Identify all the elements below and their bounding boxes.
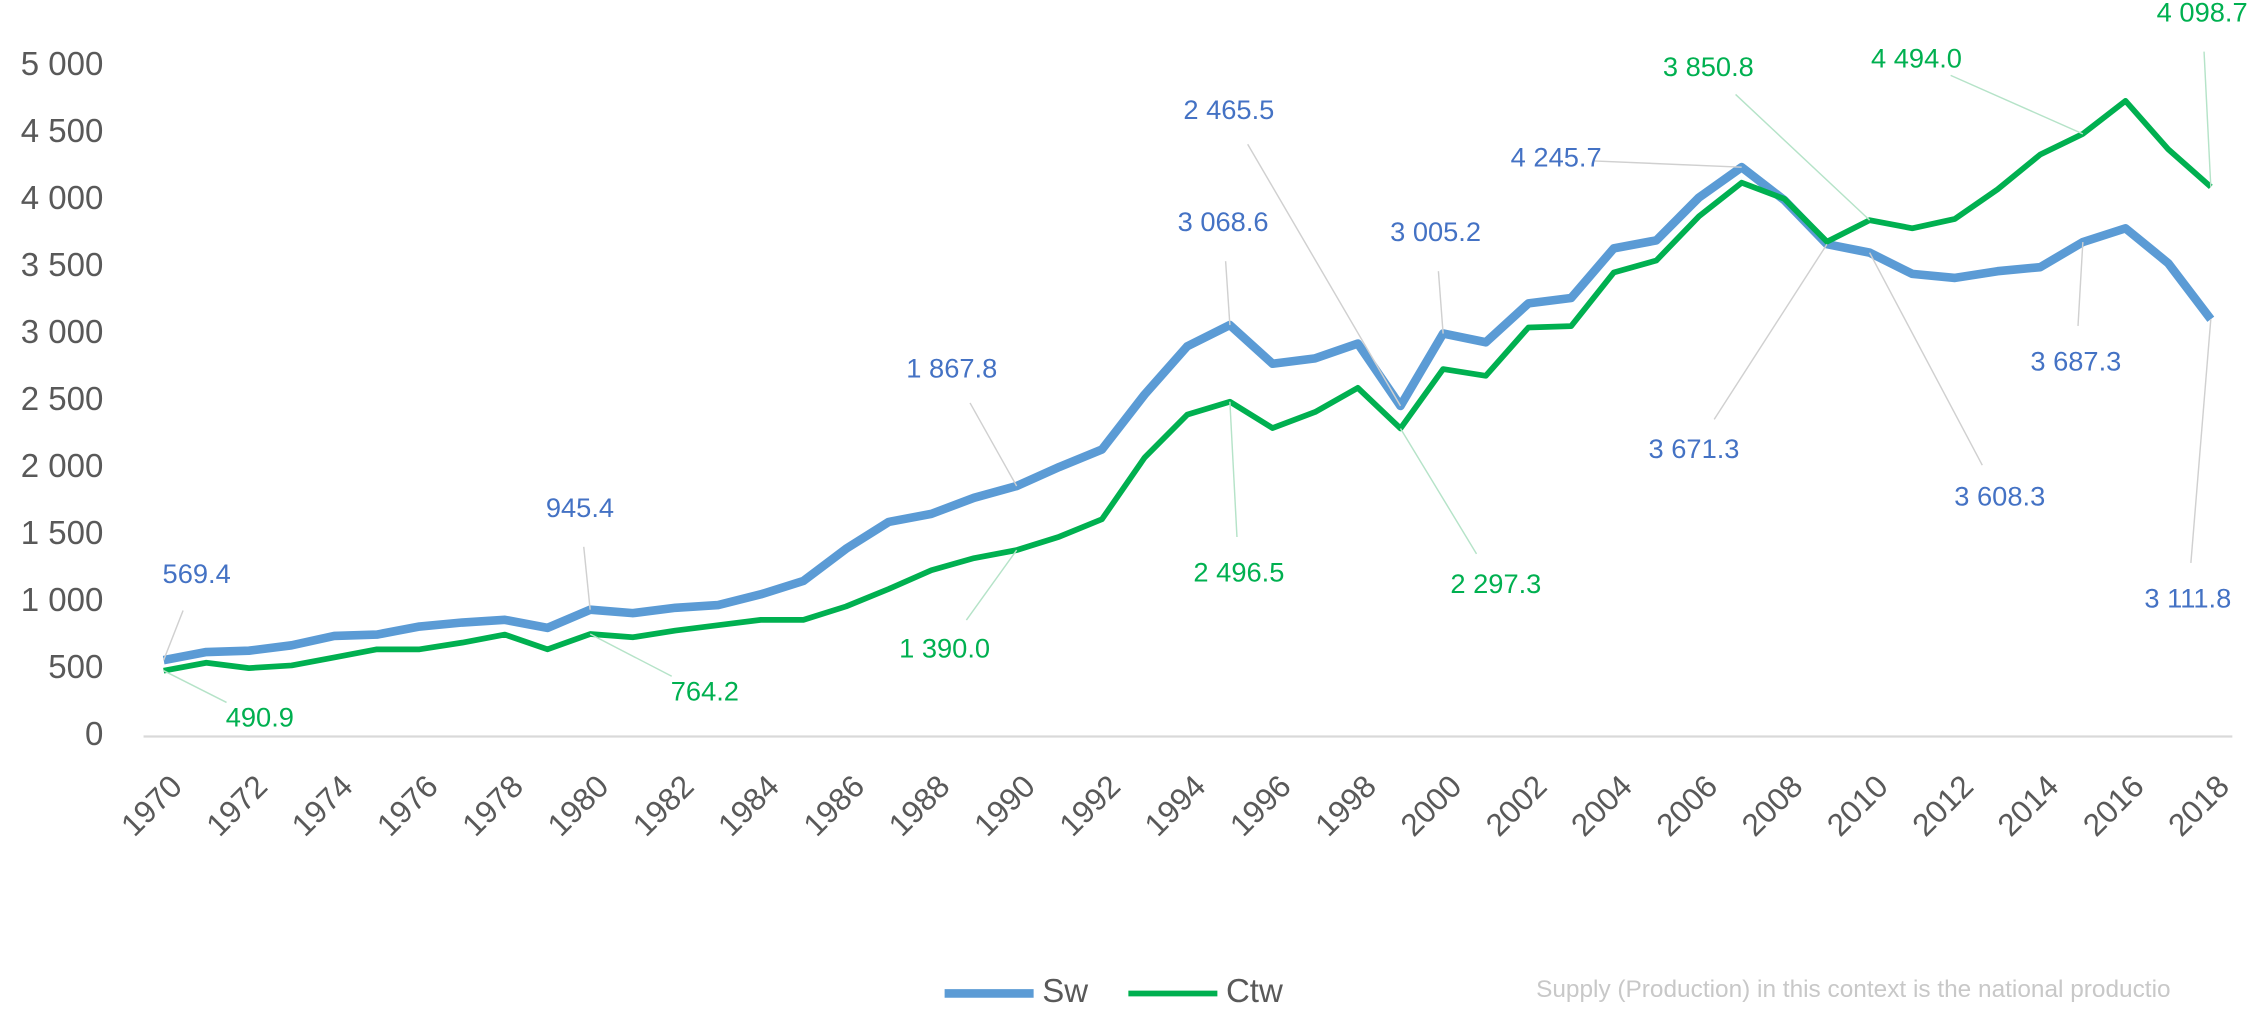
leader-line: [2190, 319, 2212, 563]
leader-line: [969, 402, 1018, 487]
x-tick-label: 1994: [1137, 768, 1212, 843]
data-label: 2 465.5: [1183, 94, 1274, 125]
data-label: 490.9: [226, 701, 294, 732]
y-tick-label: 3 500: [21, 246, 104, 283]
data-label: 569.4: [163, 558, 231, 589]
x-tick-label: 2006: [1649, 768, 1724, 843]
data-label: 2 297.3: [1450, 568, 1541, 599]
x-tick-label: 2012: [1905, 768, 1980, 843]
data-label: 4 098.7: [2157, 0, 2248, 28]
leader-line: [1950, 74, 2084, 135]
y-tick-label: 4 000: [21, 179, 104, 216]
data-label: 3 005.2: [1390, 216, 1481, 247]
leader-line: [1735, 93, 1871, 221]
data-label: 3 111.8: [2144, 582, 2231, 613]
data-label: 1 390.0: [899, 633, 990, 664]
x-tick-label: 2010: [1820, 768, 1895, 843]
y-tick-label: 2 000: [21, 447, 104, 484]
leader-line: [1593, 160, 1742, 168]
x-tick-label: 2004: [1564, 768, 1639, 843]
leader-line: [1868, 252, 1983, 466]
leader-line: [589, 633, 673, 677]
x-tick-label: 1998: [1308, 768, 1383, 843]
x-tick-label: 1976: [370, 768, 445, 843]
x-tick-label: 1972: [199, 768, 274, 843]
leader-line: [1437, 271, 1444, 334]
data-label: 3 850.8: [1663, 51, 1754, 82]
data-label: 3 671.3: [1649, 433, 1740, 464]
leader-line: [162, 610, 184, 661]
y-tick-label: 1 500: [21, 514, 104, 551]
y-tick-label: 5 000: [21, 45, 104, 82]
data-label: 945.4: [546, 492, 614, 523]
leader-line: [163, 670, 227, 704]
x-tick-label: 1974: [284, 768, 359, 843]
leader-line: [583, 546, 591, 610]
data-label: 3 687.3: [2030, 345, 2121, 376]
leader-line: [1713, 243, 1828, 420]
data-label: 4 494.0: [1871, 43, 1962, 74]
x-tick-label: 1986: [796, 768, 871, 843]
leader-line: [1229, 401, 1238, 538]
x-tick-label: 1996: [1223, 768, 1298, 843]
data-label: 3 068.6: [1178, 206, 1269, 237]
leader-line: [2077, 242, 2084, 327]
x-tick-label: 2000: [1393, 768, 1468, 843]
x-tick-label: 2008: [1734, 768, 1809, 843]
y-tick-label: 4 500: [21, 112, 104, 149]
footnote: Supply (Production) in this context is t…: [1536, 976, 2170, 1003]
y-tick-label: 0: [85, 715, 103, 752]
y-tick-label: 1 000: [21, 581, 104, 618]
x-tick-label: 2018: [2161, 768, 2236, 843]
x-tick-label: 1982: [626, 768, 701, 843]
x-tick-label: 2014: [1990, 768, 2065, 843]
x-tick-label: 2016: [2076, 768, 2151, 843]
x-tick-label: 2002: [1478, 768, 1553, 843]
series-line: [163, 98, 2213, 674]
legend-label: Sw: [1042, 972, 1088, 1009]
data-label: 764.2: [671, 676, 739, 707]
leader-line: [2203, 51, 2212, 187]
y-tick-label: 3 000: [21, 313, 104, 350]
series-line: [162, 162, 2215, 665]
x-tick-label: 1970: [114, 768, 189, 843]
leader-line: [1247, 143, 1402, 407]
y-tick-label: 500: [48, 648, 103, 685]
x-tick-label: 1984: [711, 768, 786, 843]
x-tick-label: 1980: [540, 768, 615, 843]
x-tick-label: 1978: [455, 768, 530, 843]
data-label: 4 245.7: [1511, 142, 1602, 173]
leader-line: [965, 549, 1018, 621]
x-tick-label: 1988: [881, 768, 956, 843]
y-tick-label: 2 500: [21, 380, 104, 417]
leader-line: [1224, 261, 1231, 326]
legend-label: Ctw: [1226, 972, 1283, 1009]
data-label: 3 608.3: [1954, 480, 2045, 511]
leader-line: [1399, 428, 1478, 555]
data-label: 1 867.8: [906, 353, 997, 384]
data-label: 2 496.5: [1193, 556, 1284, 587]
x-tick-label: 1990: [967, 768, 1042, 843]
x-tick-label: 1992: [1052, 768, 1127, 843]
